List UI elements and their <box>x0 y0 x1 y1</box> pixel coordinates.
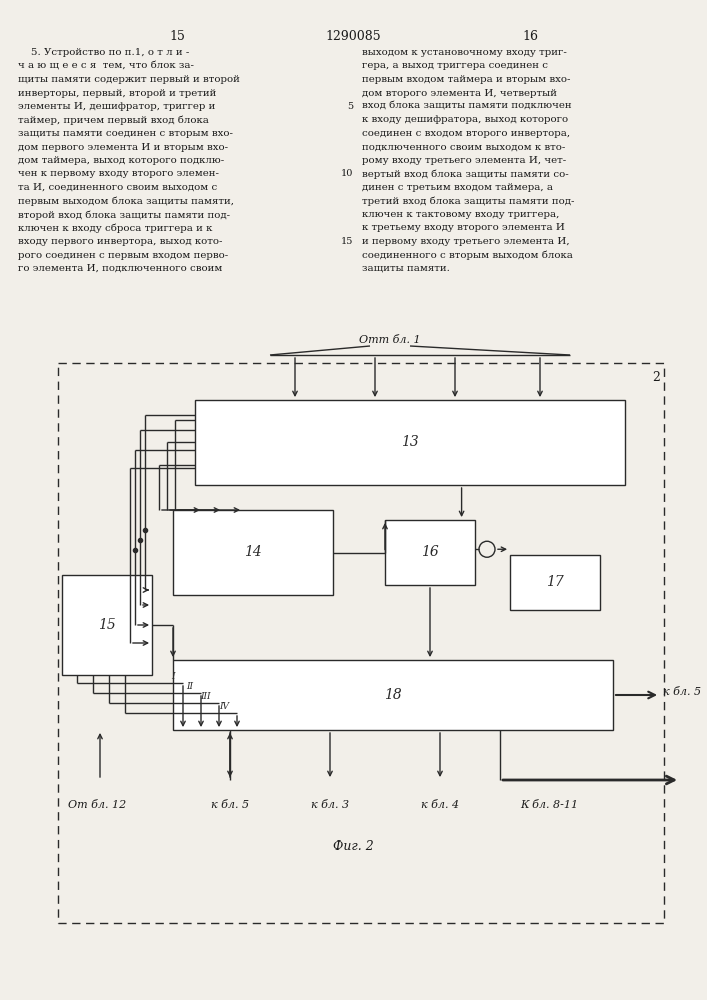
Text: первым выходом блока защиты памяти,: первым выходом блока защиты памяти, <box>18 196 234 206</box>
Text: III: III <box>201 692 211 701</box>
Text: входу первого инвертора, выход кото-: входу первого инвертора, выход кото- <box>18 237 223 246</box>
Text: 1290085: 1290085 <box>325 30 381 43</box>
Text: дом таймера, выход которого подклю-: дом таймера, выход которого подклю- <box>18 156 224 165</box>
Bar <box>58 363 664 923</box>
Text: 16: 16 <box>522 30 538 43</box>
Text: 18: 18 <box>384 688 402 702</box>
Text: второй вход блока защиты памяти под-: второй вход блока защиты памяти под- <box>18 210 230 220</box>
Text: третий вход блока защиты памяти под-: третий вход блока защиты памяти под- <box>362 196 575 206</box>
Text: 17: 17 <box>546 576 564 589</box>
Text: вертый вход блока защиты памяти со-: вертый вход блока защиты памяти со- <box>362 169 568 179</box>
Bar <box>62 575 152 675</box>
Text: К бл. 8-11: К бл. 8-11 <box>520 800 578 810</box>
Text: защиты памяти соединен с вторым вхо-: защиты памяти соединен с вторым вхо- <box>18 129 233 138</box>
Bar <box>195 400 625 485</box>
Text: соединен с входом второго инвертора,: соединен с входом второго инвертора, <box>362 129 570 138</box>
Text: 2: 2 <box>652 371 660 384</box>
Text: рого соединен с первым входом перво-: рого соединен с первым входом перво- <box>18 250 228 259</box>
Text: дом второго элемента И, четвертый: дом второго элемента И, четвертый <box>362 89 557 98</box>
Text: к бл. 3: к бл. 3 <box>311 800 349 810</box>
Text: ключен к тактовому входу триггера,: ключен к тактовому входу триггера, <box>362 210 559 219</box>
Text: подключенного своим выходом к вто-: подключенного своим выходом к вто- <box>362 142 566 151</box>
Text: рому входу третьего элемента И, чет-: рому входу третьего элемента И, чет- <box>362 156 566 165</box>
Text: чен к первому входу второго элемен-: чен к первому входу второго элемен- <box>18 169 219 178</box>
Text: ч а ю щ е е с я  тем, что блок за-: ч а ю щ е е с я тем, что блок за- <box>18 62 194 70</box>
Text: Фиг. 2: Фиг. 2 <box>332 840 373 853</box>
Text: 5: 5 <box>347 102 353 111</box>
Text: I: I <box>172 672 175 681</box>
Text: щиты памяти содержит первый и второй: щиты памяти содержит первый и второй <box>18 75 240 84</box>
Text: инверторы, первый, второй и третий: инверторы, первый, второй и третий <box>18 89 216 98</box>
Text: вход блока защиты памяти подключен: вход блока защиты памяти подключен <box>362 102 572 111</box>
Text: 14: 14 <box>244 546 262 560</box>
Text: го элемента И, подключенного своим: го элемента И, подключенного своим <box>18 264 223 273</box>
Text: гера, а выход триггера соединен с: гера, а выход триггера соединен с <box>362 62 548 70</box>
Text: защиты памяти.: защиты памяти. <box>362 264 450 273</box>
Text: 16: 16 <box>421 546 439 560</box>
Text: к третьему входу второго элемента И: к третьему входу второго элемента И <box>362 224 565 232</box>
Text: 5. Устройство по п.1, о т л и -: 5. Устройство по п.1, о т л и - <box>18 48 189 57</box>
Text: 15: 15 <box>98 618 116 632</box>
Bar <box>173 660 613 730</box>
Text: 13: 13 <box>401 436 419 450</box>
Text: выходом к установочному входу триг-: выходом к установочному входу триг- <box>362 48 567 57</box>
Text: к бл. 4: к бл. 4 <box>421 800 459 810</box>
Bar <box>173 510 333 595</box>
Text: и первому входу третьего элемента И,: и первому входу третьего элемента И, <box>362 237 570 246</box>
Text: таймер, причем первый вход блока: таймер, причем первый вход блока <box>18 115 209 125</box>
Text: ключен к входу сброса триггера и к: ключен к входу сброса триггера и к <box>18 224 212 233</box>
Text: IV: IV <box>219 702 229 711</box>
Text: 15: 15 <box>341 237 353 246</box>
Text: 15: 15 <box>169 30 185 43</box>
Text: к бл. 5: к бл. 5 <box>663 687 701 697</box>
Text: дом первого элемента И и вторым вхо-: дом первого элемента И и вторым вхо- <box>18 142 228 151</box>
Text: элементы И, дешифратор, триггер и: элементы И, дешифратор, триггер и <box>18 102 216 111</box>
Text: к входу дешифратора, выход которого: к входу дешифратора, выход которого <box>362 115 568 124</box>
Bar <box>385 520 475 585</box>
Text: к бл. 5: к бл. 5 <box>211 800 249 810</box>
Text: II: II <box>186 682 193 691</box>
Text: Отт бл. 1: Отт бл. 1 <box>359 335 421 345</box>
Text: динен с третьим входом таймера, а: динен с третьим входом таймера, а <box>362 183 553 192</box>
Bar <box>510 555 600 610</box>
Text: 10: 10 <box>341 169 353 178</box>
Text: та И, соединенного своим выходом с: та И, соединенного своим выходом с <box>18 183 217 192</box>
Text: первым входом таймера и вторым вхо-: первым входом таймера и вторым вхо- <box>362 75 571 84</box>
Text: От бл. 12: От бл. 12 <box>68 800 127 810</box>
Text: соединенного с вторым выходом блока: соединенного с вторым выходом блока <box>362 250 573 260</box>
